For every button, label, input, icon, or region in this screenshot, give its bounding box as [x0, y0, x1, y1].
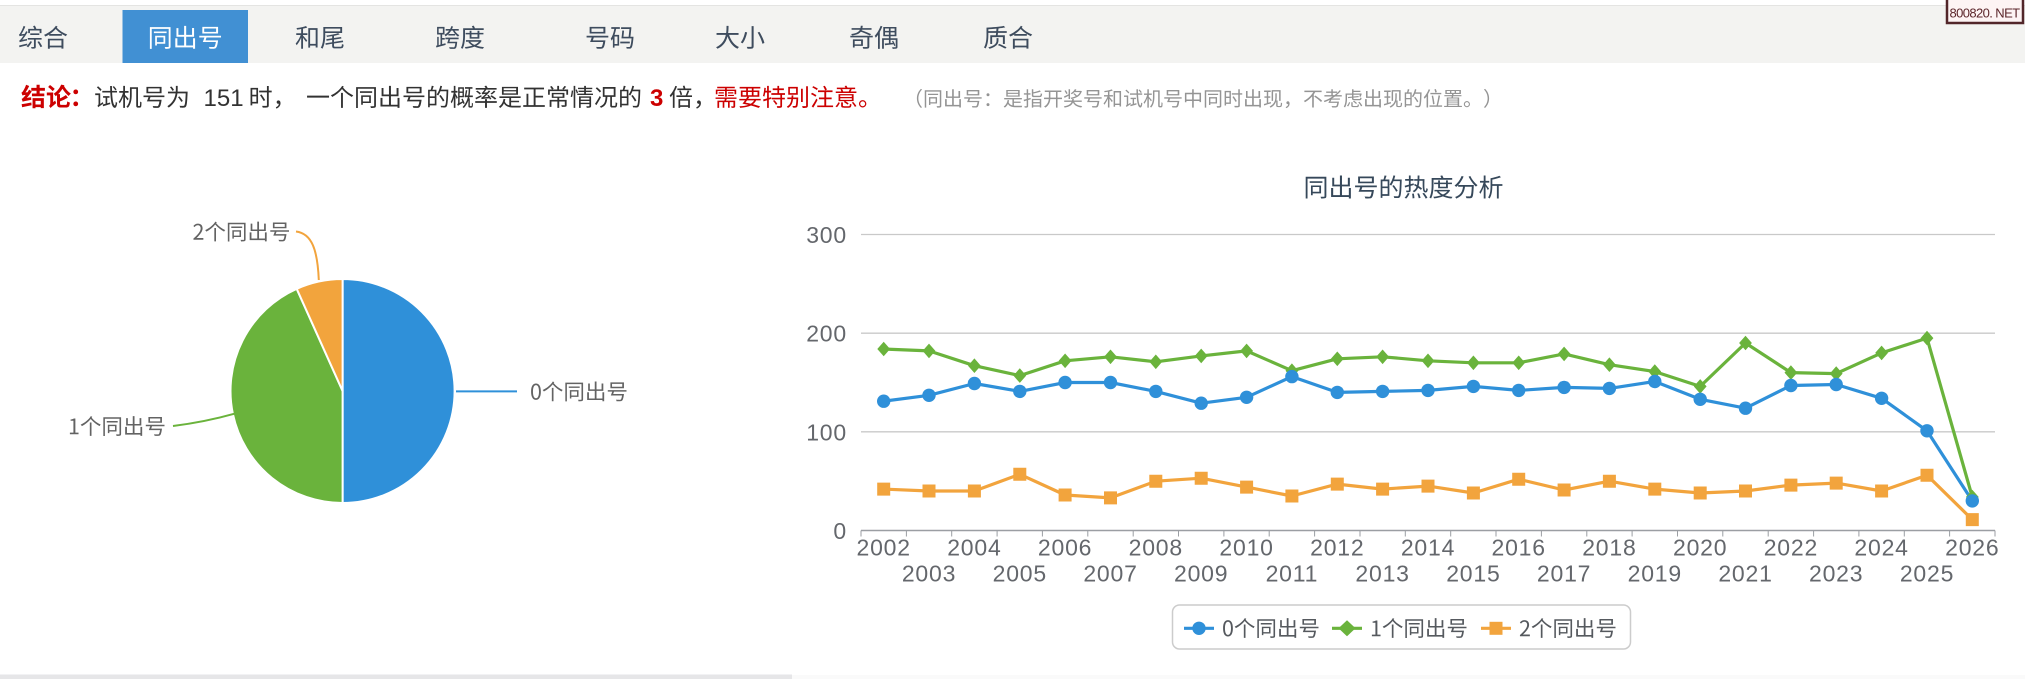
- svg-text:2003: 2003: [902, 561, 956, 587]
- svg-text:2010: 2010: [1219, 535, 1273, 561]
- svg-text:2011: 2011: [1266, 561, 1319, 587]
- svg-text:2004: 2004: [947, 535, 1001, 561]
- svg-text:2021: 2021: [1718, 561, 1772, 587]
- svg-text:2025: 2025: [1900, 561, 1954, 587]
- svg-text:2009: 2009: [1174, 561, 1228, 587]
- svg-text:151: 151: [204, 85, 244, 112]
- svg-text:2016: 2016: [1492, 535, 1546, 561]
- svg-text:2019: 2019: [1628, 561, 1682, 587]
- svg-text:2017: 2017: [1537, 561, 1591, 587]
- svg-text:2022: 2022: [1764, 535, 1818, 561]
- svg-text:2015: 2015: [1446, 561, 1500, 587]
- svg-text:2014: 2014: [1401, 535, 1455, 561]
- svg-text:2018: 2018: [1582, 535, 1636, 561]
- svg-text:800820. NET: 800820. NET: [1949, 6, 2020, 21]
- svg-text:2026: 2026: [1945, 535, 1999, 561]
- svg-text:2020: 2020: [1673, 535, 1727, 561]
- svg-text:2013: 2013: [1355, 561, 1409, 587]
- svg-text:2005: 2005: [993, 561, 1047, 587]
- svg-text:2024: 2024: [1854, 535, 1908, 561]
- svg-text:200: 200: [806, 321, 847, 347]
- svg-text:2008: 2008: [1129, 535, 1183, 561]
- svg-text:3: 3: [650, 85, 663, 112]
- svg-text:300: 300: [806, 222, 847, 248]
- svg-text:0: 0: [833, 518, 847, 544]
- svg-text:2012: 2012: [1310, 535, 1364, 561]
- svg-text:100: 100: [806, 419, 847, 445]
- svg-text:2002: 2002: [857, 535, 911, 561]
- svg-text:2006: 2006: [1038, 535, 1092, 561]
- svg-text:2023: 2023: [1809, 561, 1863, 587]
- svg-text:2007: 2007: [1083, 561, 1137, 587]
